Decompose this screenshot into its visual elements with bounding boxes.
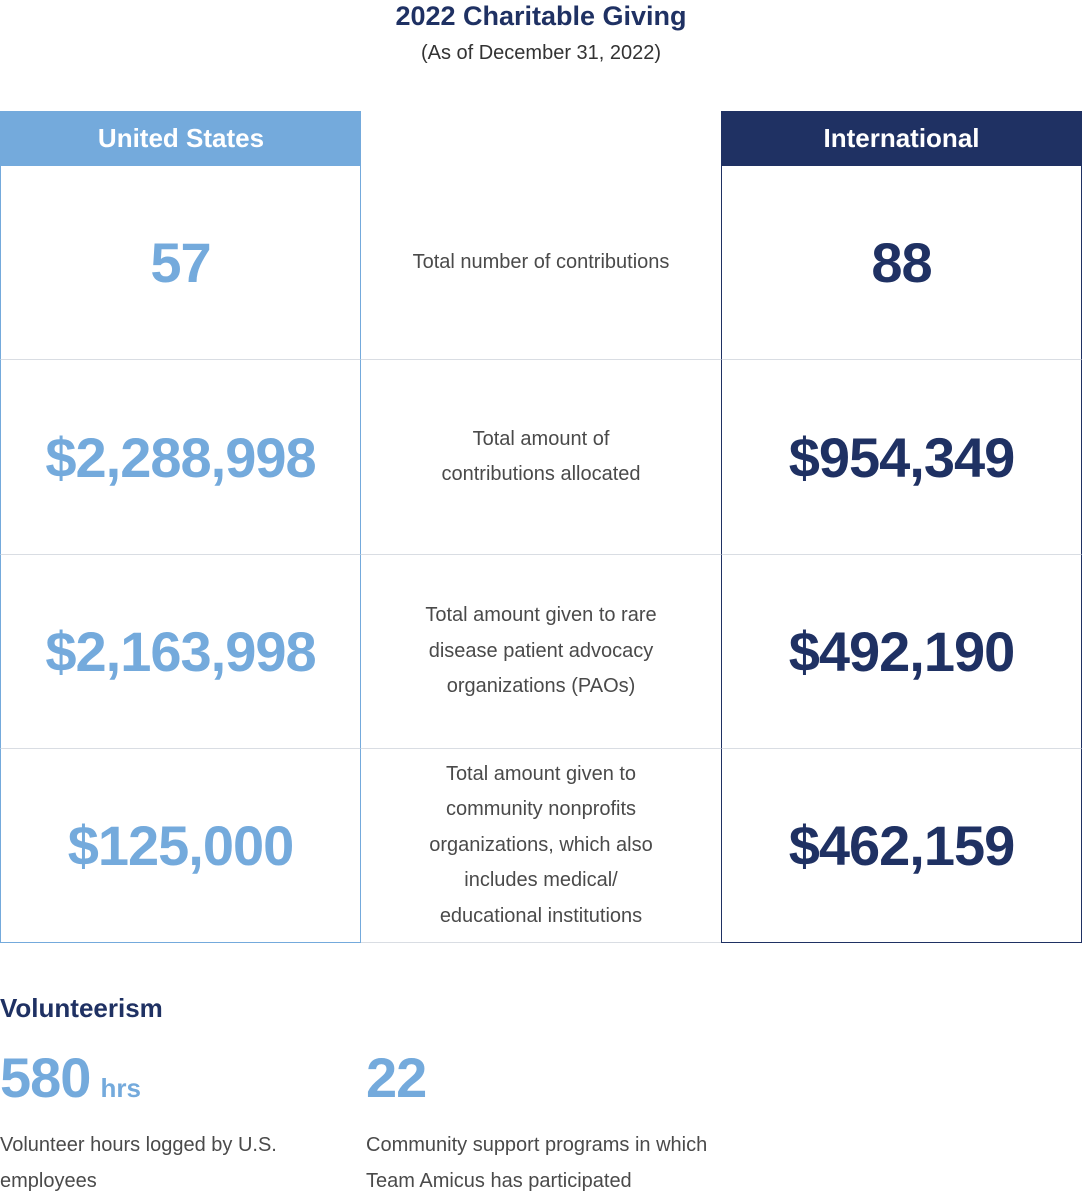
row-label-pao-amount: Total amount given to rare disease patie… [361, 555, 721, 749]
volunteerism-heading: Volunteerism [0, 993, 163, 1023]
us-pao-amount: $2,163,998 [0, 555, 361, 749]
intl-column-header: International [721, 111, 1082, 166]
page-subtitle: (As of December 31, 2022) [420, 42, 662, 64]
volunteer-hours-stat: 580 hrs Volunteer hours logged by U.S. em… [0, 1045, 280, 1199]
row-label-nonprofit-amount: Total amount given to community nonprofi… [361, 749, 721, 943]
giving-table: United States International 57 Total num… [0, 111, 1082, 943]
intl-nonprofit-amount: $462,159 [721, 749, 1082, 943]
row-label-contributions-allocated: Total amount of contributions allocated [361, 360, 721, 555]
label-column-header [361, 111, 721, 166]
us-contributions-count: 57 [0, 166, 361, 360]
intl-contributions-allocated: $954,349 [721, 360, 1082, 555]
community-programs-description: Community support programs in which Team… [366, 1134, 708, 1192]
intl-pao-amount: $492,190 [721, 555, 1082, 749]
us-column-header: United States [0, 111, 361, 166]
volunteer-hours-unit: hrs [100, 1073, 141, 1103]
community-programs-value-line: 22 [366, 1045, 736, 1111]
volunteer-hours-value-line: 580 hrs [0, 1045, 280, 1111]
us-contributions-allocated: $2,288,998 [0, 360, 361, 555]
community-programs-value: 22 [366, 1046, 427, 1109]
us-nonprofit-amount: $125,000 [0, 749, 361, 943]
community-programs-stat: 22 Community support programs in which T… [366, 1045, 736, 1199]
volunteer-hours-value: 580 [0, 1046, 91, 1109]
intl-contributions-count: 88 [721, 166, 1082, 360]
row-label-contributions-count: Total number of contributions [361, 166, 721, 360]
volunteer-hours-description: Volunteer hours logged by U.S. employees [0, 1134, 277, 1192]
page-title: 2022 Charitable Giving [395, 1, 687, 31]
